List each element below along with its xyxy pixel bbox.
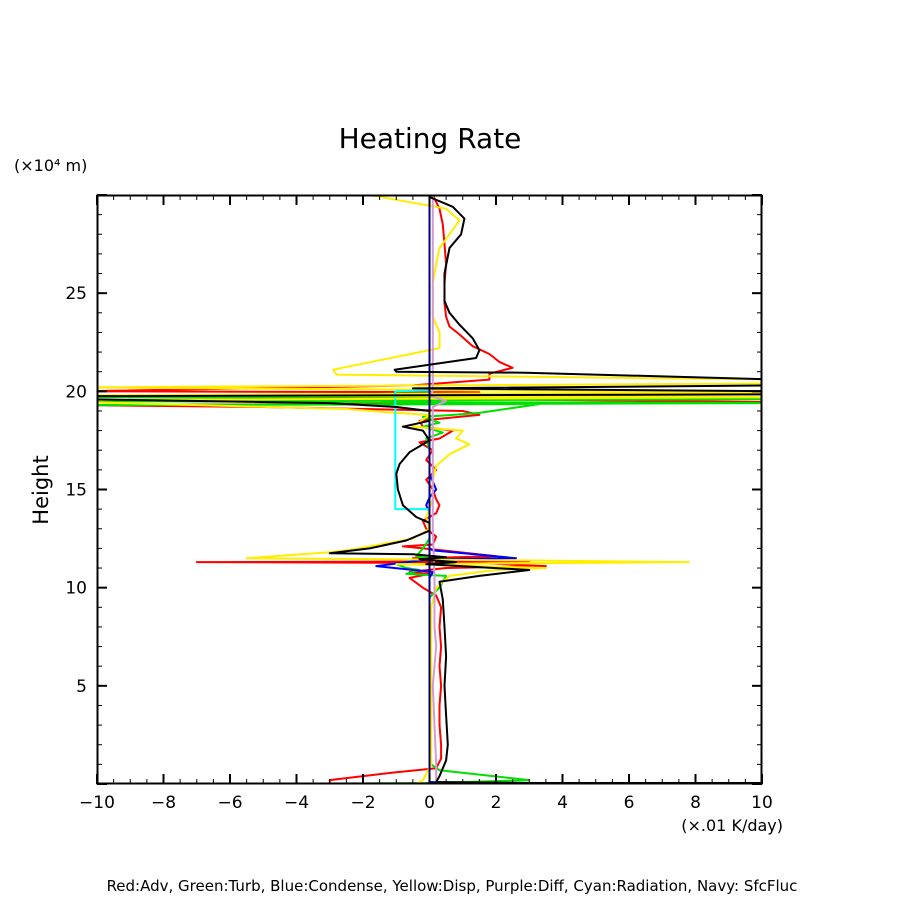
y-tick-label: 10 <box>65 579 87 599</box>
y-tick-label: 5 <box>76 677 87 697</box>
x-tick-label: 0 <box>424 793 435 813</box>
series-line-total <box>97 196 762 784</box>
y-axis-label: Height <box>29 455 53 524</box>
x-axis-ticks: −10 −8 −6 −4 −2 0 2 4 6 8 10 <box>79 195 773 813</box>
y-tick-label: 25 <box>65 284 87 304</box>
x-tick-label: −6 <box>217 793 242 813</box>
x-tick-label: 6 <box>624 793 635 813</box>
x-tick-label: 4 <box>557 793 568 813</box>
series-line-sfcfluc <box>428 195 762 784</box>
y-tick-label: 20 <box>65 382 87 402</box>
x-tick-label: −4 <box>284 793 309 813</box>
y-axis-ticks: 5 10 15 20 25 <box>65 194 762 785</box>
x-tick-label: 10 <box>751 793 773 813</box>
chart-title: Heating Rate <box>339 122 522 155</box>
x-tick-label: −10 <box>79 793 115 813</box>
series-line-radiation <box>394 389 430 511</box>
series-line-condense <box>375 195 762 784</box>
x-tick-label: −2 <box>350 793 375 813</box>
series-line-adv <box>97 195 762 783</box>
x-tick-label: 2 <box>491 793 502 813</box>
legend-text: Red:Adv, Green:Turb, Blue:Condense, Yell… <box>107 877 798 895</box>
x-tick-label: 8 <box>690 793 701 813</box>
series-layer <box>97 195 762 784</box>
x-tick-label: −8 <box>151 793 176 813</box>
y-tick-label: 15 <box>65 481 87 501</box>
x-axis-label: (×.01 K/day) <box>681 816 783 835</box>
y-axis-unit: (×10⁴ m) <box>14 156 87 175</box>
